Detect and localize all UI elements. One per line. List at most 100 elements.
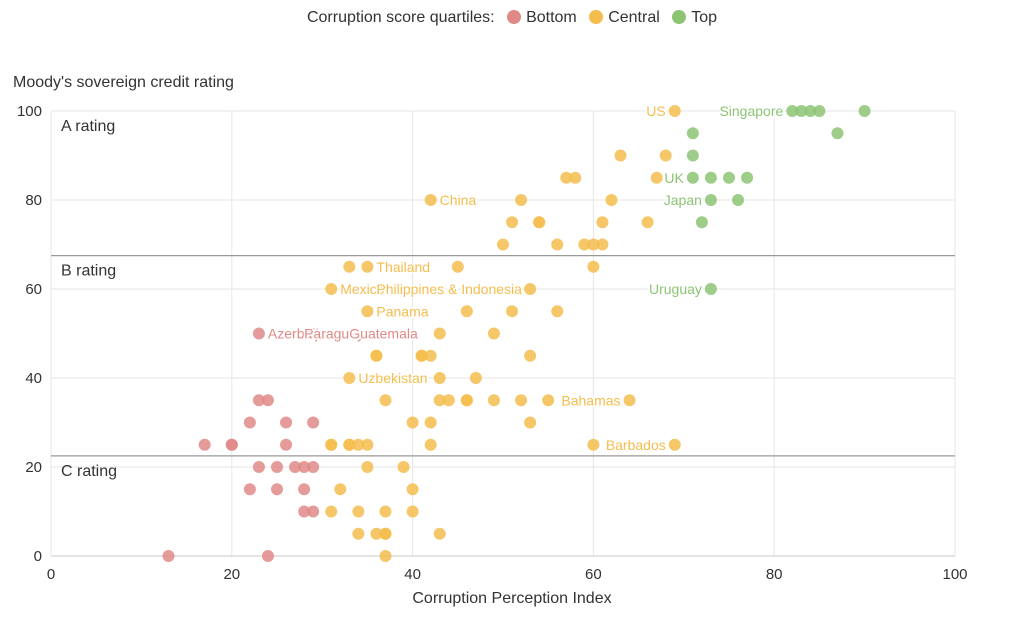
legend-swatch-bottom	[507, 10, 522, 24]
data-point-bottom	[261, 550, 274, 562]
data-point-bottom	[271, 461, 283, 473]
data-point-bottom	[298, 461, 311, 473]
data-point-bottom	[307, 416, 320, 429]
data-point-central	[596, 216, 609, 229]
data-point-central	[325, 283, 338, 295]
data-point-central	[379, 550, 392, 562]
data-point-top	[723, 171, 735, 184]
data-point-central	[442, 394, 455, 407]
point-annotation: US	[646, 103, 665, 119]
band-label: C rating	[61, 463, 117, 480]
data-point-central	[587, 260, 600, 273]
data-point-central	[370, 349, 383, 362]
data-point-central	[497, 238, 509, 251]
data-point-bottom	[271, 483, 283, 496]
data-point-central	[352, 505, 365, 518]
data-point-central	[614, 149, 627, 162]
data-point-central	[668, 438, 681, 451]
data-point-central	[343, 260, 356, 273]
data-point-bottom	[243, 483, 256, 496]
data-point-bottom	[252, 327, 265, 340]
data-point-central	[524, 283, 537, 295]
data-point-central	[424, 416, 437, 429]
x-tick-label: 40	[404, 566, 421, 583]
data-point-central	[361, 438, 374, 451]
data-point-bottom	[252, 461, 265, 473]
x-tick-label: 20	[223, 566, 240, 583]
data-point-central	[406, 483, 419, 496]
data-point-bottom	[307, 505, 320, 518]
data-point-central	[433, 372, 446, 384]
data-point-central	[451, 260, 464, 273]
legend-item-top[interactable]: Top	[672, 9, 717, 27]
data-point-central	[424, 349, 437, 362]
data-point-bottom	[298, 483, 311, 496]
data-point-central	[578, 238, 591, 251]
data-point-top	[686, 171, 699, 184]
data-point-central	[506, 305, 519, 318]
data-point-central	[506, 216, 519, 229]
data-point-top	[804, 105, 817, 117]
legend-item-central[interactable]: Central	[589, 9, 660, 27]
data-point-top	[831, 127, 844, 140]
data-point-central	[424, 194, 437, 206]
data-point-central	[560, 171, 573, 184]
data-point-central	[533, 216, 546, 229]
data-point-central	[433, 327, 446, 340]
data-point-central	[415, 349, 428, 362]
data-point-central	[424, 438, 437, 451]
x-tick-label: 0	[47, 566, 55, 583]
point-annotation: Uzbekistan	[358, 370, 427, 386]
data-point-bottom	[198, 438, 211, 451]
point-annotation: Barbados	[606, 437, 666, 453]
data-point-central	[361, 260, 374, 273]
data-point-central	[469, 372, 482, 384]
x-tick-label: 60	[585, 566, 602, 583]
chart-legend: Corruption score quartiles: Bottom Centr…	[0, 9, 1024, 27]
legend-label-central: Central	[608, 9, 660, 26]
data-point-top	[786, 105, 799, 117]
legend-label-top: Top	[691, 9, 718, 26]
y-tick-label: 100	[17, 103, 42, 120]
data-point-top	[813, 105, 826, 117]
data-point-central	[379, 527, 392, 540]
data-point-top	[695, 216, 708, 229]
y-tick-label: 20	[25, 459, 42, 476]
point-annotation: Thailand	[376, 259, 430, 275]
legend-swatch-top	[672, 10, 687, 24]
point-annotation: Philippines & Indonesia	[376, 281, 522, 297]
data-point-central	[433, 527, 446, 540]
data-point-central	[650, 171, 663, 184]
data-point-central	[325, 505, 338, 518]
point-annotation: Paraguay	[304, 326, 364, 342]
data-point-top	[732, 194, 745, 206]
data-point-central	[524, 349, 537, 362]
data-point-top	[704, 283, 717, 295]
data-point-bottom	[298, 505, 311, 518]
data-point-central	[334, 483, 347, 496]
data-point-central	[352, 527, 365, 540]
point-annotation: Bahamas	[561, 392, 620, 408]
y-axis-label: Moody's sovereign credit rating	[13, 74, 234, 91]
data-point-central	[551, 305, 564, 318]
data-point-central	[361, 305, 374, 318]
data-point-central	[515, 194, 528, 206]
point-annotation: China	[440, 192, 477, 208]
data-point-central	[659, 149, 672, 162]
data-point-central	[343, 372, 356, 384]
data-point-central	[587, 438, 600, 451]
data-point-top	[704, 171, 717, 184]
legend-item-bottom[interactable]: Bottom	[507, 9, 577, 27]
point-annotation: Panama	[376, 303, 428, 319]
data-point-central	[379, 505, 392, 518]
data-point-bottom	[261, 394, 274, 407]
y-tick-label: 40	[25, 370, 42, 387]
data-point-central	[668, 105, 681, 117]
data-point-central	[551, 238, 564, 251]
data-point-bottom	[252, 394, 265, 407]
data-point-central	[487, 327, 500, 340]
data-point-bottom	[162, 550, 175, 562]
y-tick-label: 80	[25, 192, 42, 209]
band-label: A rating	[61, 118, 115, 135]
